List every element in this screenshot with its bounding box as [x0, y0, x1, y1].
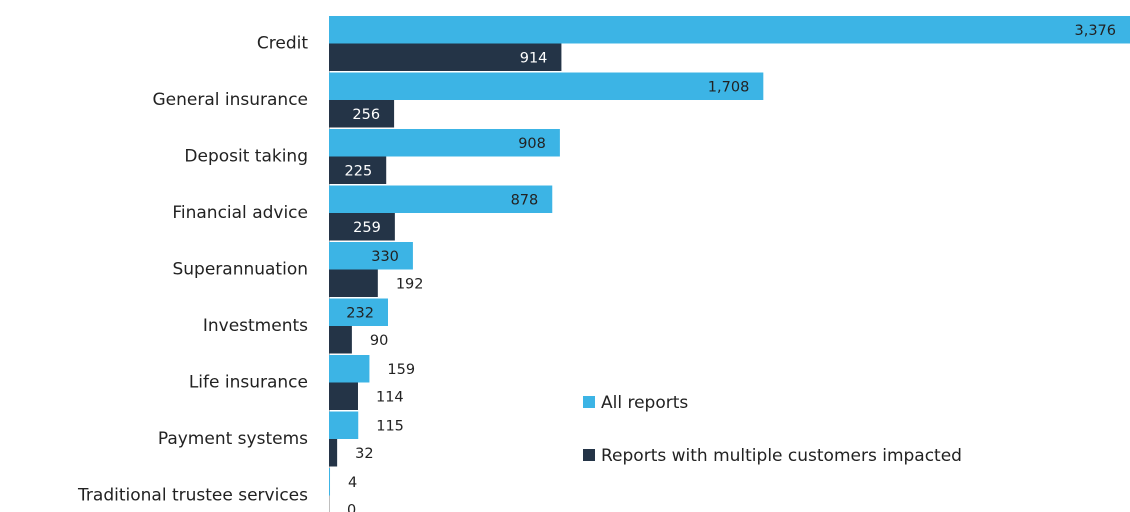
bar — [329, 213, 395, 241]
legend-label: All reports — [601, 393, 688, 413]
value-label: 259 — [353, 220, 381, 236]
bar — [329, 326, 352, 354]
value-label: 0 — [347, 502, 356, 512]
bar — [329, 468, 331, 496]
value-label: 232 — [346, 305, 374, 321]
category-label: Credit — [257, 34, 308, 54]
value-label: 4 — [348, 475, 357, 491]
bar — [329, 100, 395, 128]
value-label: 914 — [520, 50, 548, 66]
value-label: 3,376 — [1074, 23, 1116, 39]
category-label: Investments — [203, 316, 308, 336]
value-label: 1,708 — [708, 79, 750, 95]
category-label: Life insurance — [189, 373, 308, 393]
plot-area — [329, 16, 1130, 496]
category-label: Superannuation — [172, 260, 308, 280]
bar — [329, 129, 560, 157]
legend-label: Reports with multiple customers impacted — [601, 446, 962, 466]
category-label: Payment systems — [158, 429, 308, 449]
value-label: 192 — [396, 276, 424, 292]
bar — [329, 72, 764, 100]
bar — [329, 242, 413, 270]
value-label: 115 — [376, 418, 404, 434]
bar — [329, 411, 359, 439]
bar — [329, 156, 387, 184]
bar — [329, 382, 358, 410]
value-label: 90 — [370, 333, 388, 349]
value-label: 256 — [352, 107, 380, 123]
category-label: Deposit taking — [184, 147, 308, 167]
bar — [329, 298, 388, 326]
bar — [329, 439, 338, 467]
value-label: 32 — [355, 446, 373, 462]
legend-swatch — [583, 396, 595, 408]
value-label: 114 — [376, 389, 404, 405]
bar — [329, 43, 562, 71]
bar — [329, 269, 378, 297]
legend-swatch — [583, 449, 595, 461]
category-label: Financial advice — [172, 203, 308, 223]
bar — [329, 185, 553, 213]
category-label: Traditional trustee services — [77, 486, 308, 506]
value-label: 878 — [511, 192, 539, 208]
bar — [329, 355, 370, 383]
category-label: General insurance — [152, 90, 308, 110]
value-label: 908 — [518, 136, 546, 152]
value-label: 225 — [345, 163, 373, 179]
value-label: 330 — [371, 249, 399, 265]
bar — [329, 16, 1130, 44]
value-label: 159 — [387, 362, 415, 378]
